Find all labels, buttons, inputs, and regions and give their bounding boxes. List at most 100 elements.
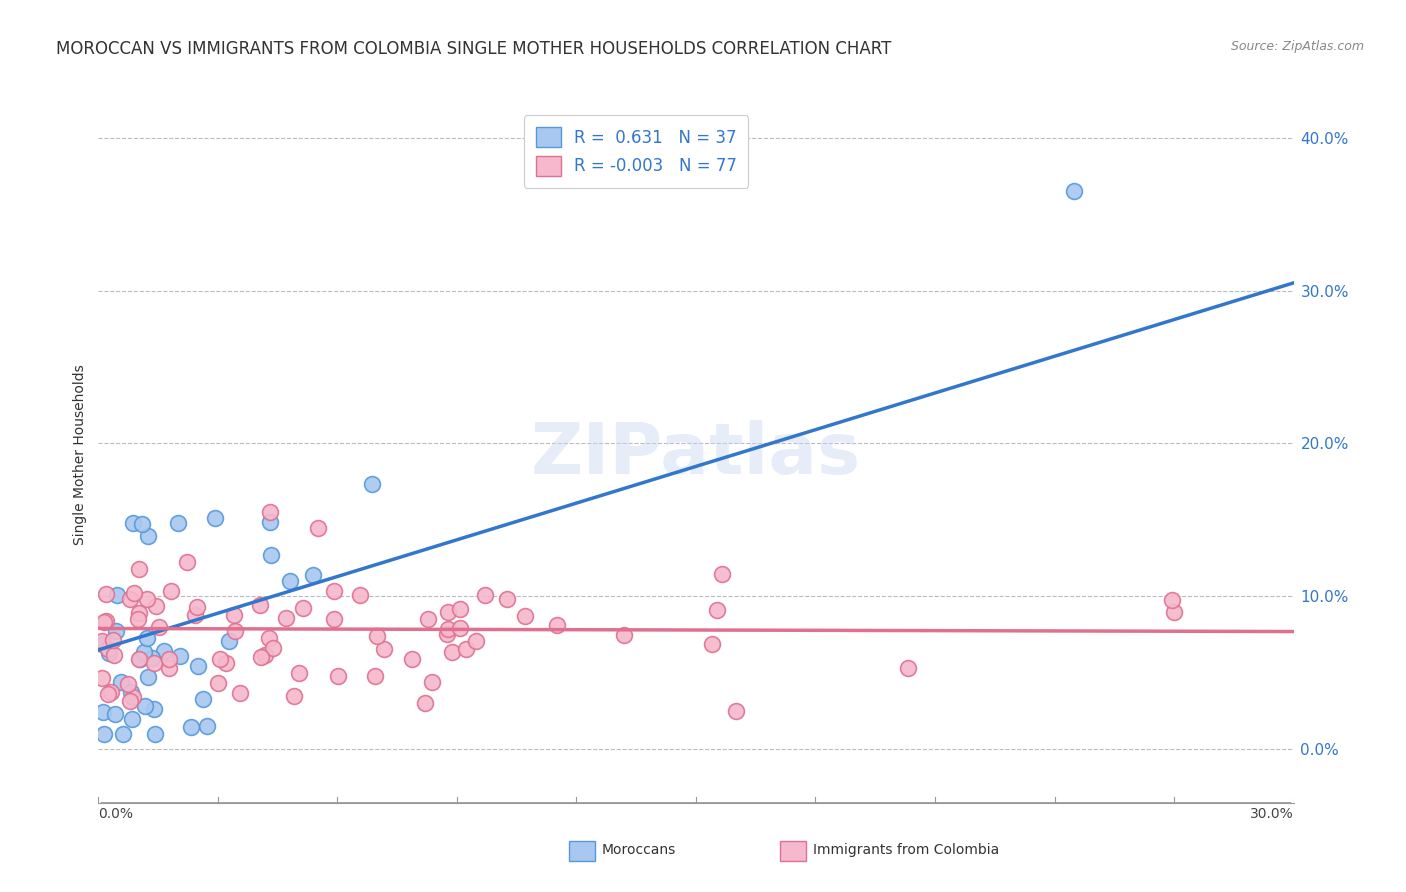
Point bbox=[180, 720, 202, 734]
Point bbox=[710, 566, 733, 581]
Point bbox=[1161, 593, 1184, 607]
Text: Immigrants from Colombia: Immigrants from Colombia bbox=[813, 843, 998, 857]
Point bbox=[128, 606, 150, 620]
Point bbox=[449, 602, 471, 616]
Point bbox=[449, 621, 471, 635]
Point bbox=[323, 612, 346, 626]
Point bbox=[440, 645, 463, 659]
Point bbox=[218, 634, 240, 648]
Point bbox=[121, 516, 143, 530]
Point bbox=[136, 669, 159, 683]
Point bbox=[111, 727, 134, 741]
Point bbox=[259, 505, 281, 519]
Point bbox=[153, 644, 176, 658]
Point bbox=[131, 516, 153, 531]
Point bbox=[104, 706, 127, 721]
Point bbox=[128, 652, 150, 666]
Point bbox=[160, 583, 183, 598]
Point bbox=[700, 637, 723, 651]
Point bbox=[513, 608, 536, 623]
Point bbox=[1063, 184, 1085, 198]
Point bbox=[302, 568, 325, 582]
Point bbox=[118, 591, 141, 606]
Point bbox=[166, 516, 188, 531]
Point bbox=[288, 666, 311, 681]
Point bbox=[349, 588, 371, 602]
Point bbox=[229, 686, 252, 700]
Point bbox=[120, 685, 142, 699]
Point bbox=[148, 619, 170, 633]
Point bbox=[259, 515, 281, 529]
Point bbox=[706, 603, 728, 617]
Text: 0.0%: 0.0% bbox=[98, 807, 134, 822]
Point bbox=[157, 652, 180, 666]
Point bbox=[1163, 605, 1185, 619]
Point bbox=[132, 645, 155, 659]
Point bbox=[93, 727, 115, 741]
Point bbox=[436, 622, 458, 636]
Point bbox=[373, 641, 395, 656]
Point bbox=[97, 646, 120, 660]
Point bbox=[96, 642, 118, 657]
Point bbox=[135, 631, 157, 645]
Point bbox=[195, 719, 218, 733]
Point bbox=[326, 669, 349, 683]
Text: MOROCCAN VS IMMIGRANTS FROM COLOMBIA SINGLE MOTHER HOUSEHOLDS CORRELATION CHART: MOROCCAN VS IMMIGRANTS FROM COLOMBIA SIN… bbox=[56, 40, 891, 58]
Point bbox=[169, 648, 191, 663]
Point bbox=[121, 712, 143, 726]
Point bbox=[91, 671, 114, 685]
Point bbox=[157, 661, 180, 675]
Point bbox=[724, 704, 747, 718]
Point bbox=[141, 650, 163, 665]
Point bbox=[128, 562, 150, 576]
Point bbox=[204, 511, 226, 525]
Point bbox=[184, 607, 207, 622]
Point bbox=[193, 691, 215, 706]
Point bbox=[613, 627, 636, 641]
Text: ZIPatlas: ZIPatlas bbox=[531, 420, 860, 490]
Point bbox=[127, 611, 149, 625]
Point bbox=[91, 634, 114, 648]
Point bbox=[215, 656, 238, 670]
Point bbox=[122, 690, 145, 705]
Point bbox=[128, 652, 150, 666]
Point bbox=[249, 599, 271, 613]
Point bbox=[401, 652, 423, 666]
Point bbox=[93, 615, 115, 630]
Point bbox=[280, 574, 302, 588]
Point bbox=[145, 599, 167, 613]
Point bbox=[366, 629, 388, 643]
Point bbox=[143, 656, 166, 670]
Legend: R =  0.631   N = 37, R = -0.003   N = 77: R = 0.631 N = 37, R = -0.003 N = 77 bbox=[524, 115, 748, 187]
Point bbox=[103, 648, 125, 663]
Point bbox=[274, 610, 297, 624]
Point bbox=[122, 586, 145, 600]
Point bbox=[260, 548, 283, 562]
Point bbox=[250, 649, 273, 664]
Point bbox=[96, 615, 118, 629]
Point bbox=[422, 674, 444, 689]
Text: 30.0%: 30.0% bbox=[1250, 807, 1294, 822]
Point bbox=[323, 584, 346, 599]
Point bbox=[436, 627, 458, 641]
Point bbox=[91, 637, 114, 651]
Point bbox=[207, 676, 229, 690]
Point bbox=[187, 659, 209, 673]
Point bbox=[117, 677, 139, 691]
Point bbox=[91, 705, 114, 719]
Point bbox=[145, 727, 167, 741]
Point bbox=[454, 642, 477, 657]
Point bbox=[254, 648, 277, 662]
Point bbox=[186, 599, 208, 614]
Point bbox=[135, 592, 157, 607]
Point bbox=[101, 633, 124, 648]
Text: Source: ZipAtlas.com: Source: ZipAtlas.com bbox=[1230, 40, 1364, 54]
Point bbox=[364, 669, 387, 683]
Point bbox=[120, 693, 142, 707]
Point bbox=[222, 608, 245, 623]
Point bbox=[257, 631, 280, 645]
Point bbox=[546, 618, 568, 632]
Point bbox=[224, 624, 246, 638]
Point bbox=[97, 687, 120, 701]
Point bbox=[496, 592, 519, 607]
